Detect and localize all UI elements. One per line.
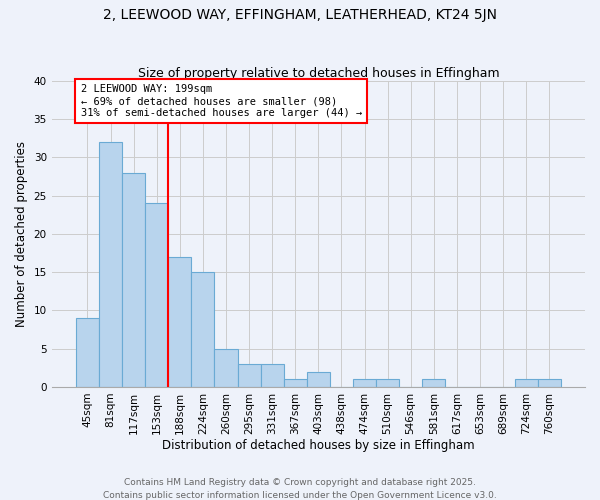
Bar — [376, 380, 399, 387]
Bar — [238, 364, 260, 387]
Bar — [353, 380, 376, 387]
Bar — [214, 348, 238, 387]
Bar — [145, 203, 168, 387]
Y-axis label: Number of detached properties: Number of detached properties — [15, 141, 28, 327]
Bar — [538, 380, 561, 387]
Bar — [260, 364, 284, 387]
X-axis label: Distribution of detached houses by size in Effingham: Distribution of detached houses by size … — [162, 440, 475, 452]
Bar — [76, 318, 99, 387]
Text: 2 LEEWOOD WAY: 199sqm
← 69% of detached houses are smaller (98)
31% of semi-deta: 2 LEEWOOD WAY: 199sqm ← 69% of detached … — [80, 84, 362, 117]
Bar — [307, 372, 330, 387]
Title: Size of property relative to detached houses in Effingham: Size of property relative to detached ho… — [137, 66, 499, 80]
Text: Contains HM Land Registry data © Crown copyright and database right 2025.
Contai: Contains HM Land Registry data © Crown c… — [103, 478, 497, 500]
Bar — [168, 257, 191, 387]
Bar — [99, 142, 122, 387]
Bar — [122, 172, 145, 387]
Text: 2, LEEWOOD WAY, EFFINGHAM, LEATHERHEAD, KT24 5JN: 2, LEEWOOD WAY, EFFINGHAM, LEATHERHEAD, … — [103, 8, 497, 22]
Bar — [191, 272, 214, 387]
Bar — [422, 380, 445, 387]
Bar — [515, 380, 538, 387]
Bar — [284, 380, 307, 387]
